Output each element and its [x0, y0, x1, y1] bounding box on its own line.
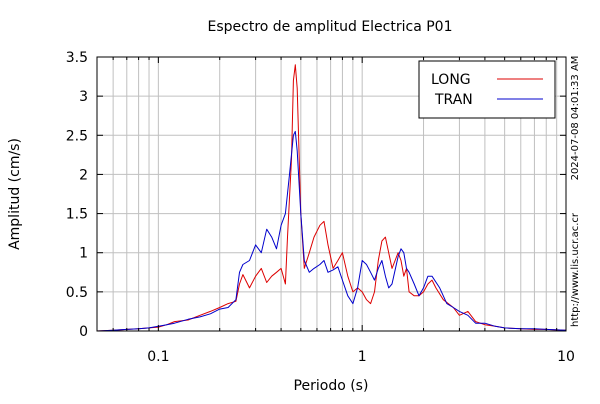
y-tick-label: 3.5 — [66, 50, 88, 66]
legend-box — [418, 60, 556, 119]
legend-label-tran: TRAN — [434, 92, 473, 108]
y-axis-label: Amplitud (cm/s) — [7, 138, 23, 250]
x-axis-label: Periodo (s) — [294, 378, 369, 394]
grid-layer — [97, 57, 566, 331]
y-tick-label: 2 — [79, 167, 88, 183]
y-tick-label: 1.5 — [66, 207, 88, 223]
y-tick-label: 1 — [79, 246, 88, 262]
y-tick-label: 0 — [79, 324, 88, 340]
legend: LONG TRAN — [418, 60, 556, 119]
tick-layer: 0 0.5 1 1.5 2 2.5 3 3.5 0.1 1 10 — [66, 50, 575, 365]
chart-title: Espectro de amplitud Electrica P01 — [208, 19, 453, 35]
y-tick-label: 0.5 — [66, 285, 88, 301]
x-tick-label: 10 — [557, 349, 575, 365]
series-layer — [96, 64, 567, 332]
timestamp-text: 2024-07-08 04:01:33 AM — [570, 56, 581, 181]
source-url-text: http://www.lis.ucr.ac.cr — [570, 212, 581, 327]
y-tick-label: 2.5 — [66, 128, 88, 144]
x-tick-label: 0.1 — [147, 349, 169, 365]
series-line-long — [96, 64, 567, 332]
series-line-tran — [96, 130, 567, 332]
legend-label-long: LONG — [431, 72, 471, 88]
plot-frame — [96, 56, 567, 332]
y-tick-label: 3 — [79, 89, 88, 105]
x-tick-label: 1 — [358, 349, 367, 365]
